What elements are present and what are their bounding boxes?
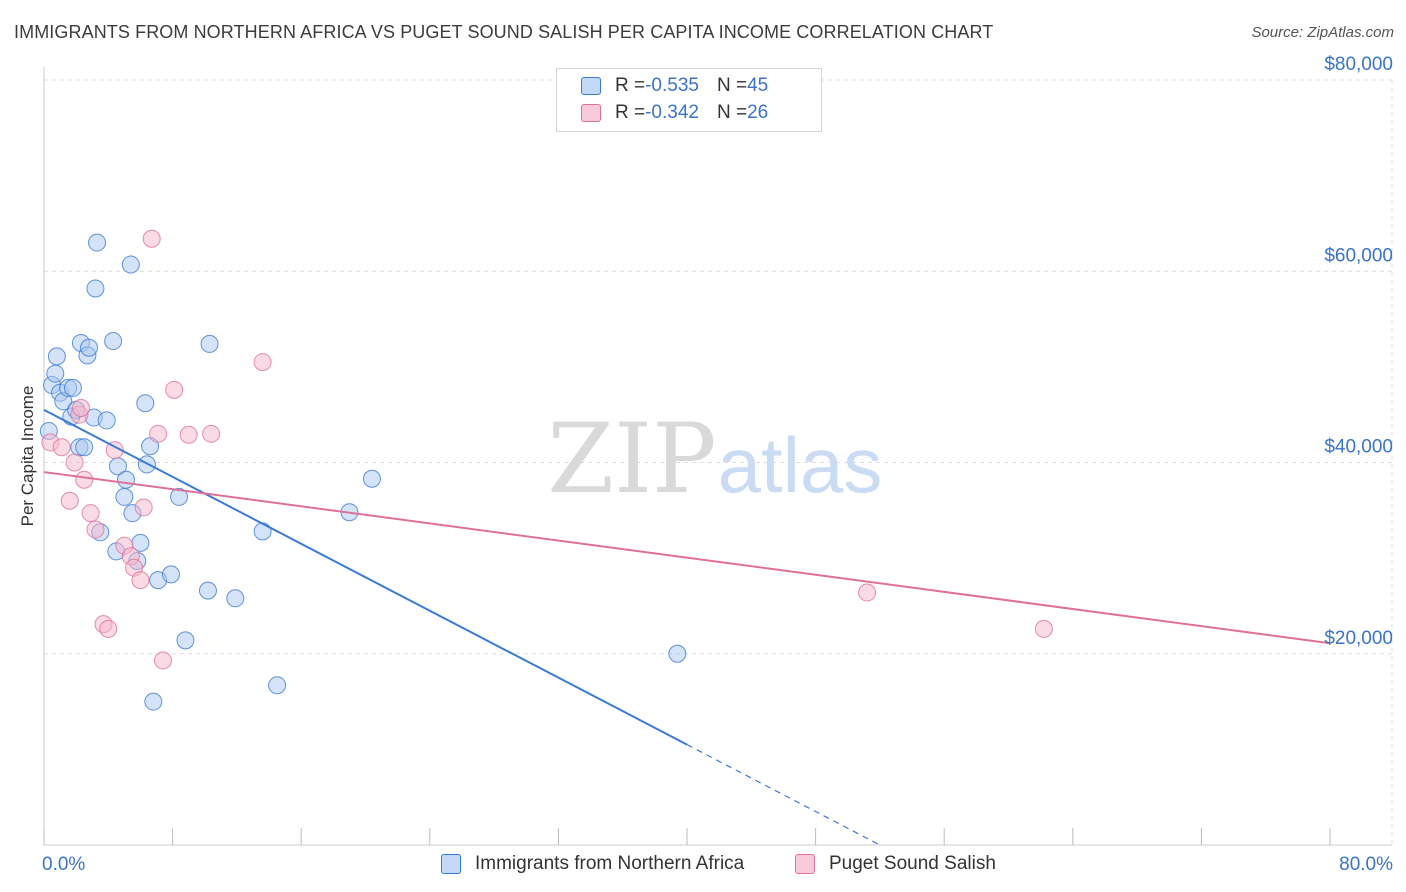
northern-africa-point — [226, 589, 245, 608]
x-tick-label-max: 80.0% — [1339, 854, 1393, 875]
northern-africa-point — [46, 364, 65, 383]
puget-sound-salish-point — [134, 498, 153, 517]
legend-label-northern-africa: Immigrants from Northern Africa — [475, 853, 745, 874]
blue-legend-swatch — [441, 854, 461, 874]
n-value-pink: 26 — [747, 102, 769, 123]
puget-sound-salish-point — [153, 651, 172, 670]
northern-africa-trendline — [43, 409, 688, 746]
watermark: ZIP atlas — [547, 403, 882, 515]
legend-item-puget-sound-salish: Puget Sound Salish — [795, 852, 996, 876]
northern-africa-point — [104, 332, 123, 351]
legend-item-northern-africa: Immigrants from Northern Africa — [441, 852, 744, 876]
y-tick-label: $40,000 — [1324, 437, 1393, 458]
y-tick-label: $60,000 — [1324, 245, 1393, 266]
axes — [43, 67, 1392, 846]
puget-sound-salish-point — [165, 380, 184, 399]
northern-africa-point — [63, 378, 82, 397]
puget-sound-salish-point — [71, 398, 90, 417]
y-tick-label: $20,000 — [1324, 628, 1393, 649]
puget-sound-salish-point — [99, 619, 118, 638]
puget-sound-salish-point — [253, 353, 272, 372]
northern-africa-point — [121, 255, 140, 274]
chart-title: IMMIGRANTS FROM NORTHERN AFRICA VS PUGET… — [14, 22, 994, 42]
northern-africa-point — [88, 233, 107, 252]
puget-sound-salish-point — [1034, 619, 1053, 638]
northern-africa-point — [75, 438, 94, 457]
northern-africa-point — [80, 338, 99, 357]
northern-africa-point — [47, 347, 66, 366]
northern-africa-point — [200, 334, 219, 353]
northern-africa-point — [97, 411, 116, 430]
puget-sound-salish-point — [60, 491, 79, 510]
northern-africa-point — [268, 676, 287, 695]
watermark-zip: ZIP — [547, 403, 716, 515]
r-value-blue: -0.535 — [645, 75, 699, 96]
northern-africa-point — [136, 394, 155, 413]
northern-africa-point — [144, 692, 163, 711]
puget-sound-salish-point — [202, 424, 221, 443]
y-tick-label: $80,000 — [1324, 54, 1393, 75]
r-label: R = — [615, 75, 646, 96]
northern-africa-point — [198, 581, 217, 600]
stats-legend: R = -0.535 N = 45 R = -0.342 N = 26 — [556, 68, 822, 132]
puget-sound-salish-point — [65, 453, 84, 472]
r-label: R = — [615, 102, 646, 123]
northern-africa-point — [362, 469, 381, 488]
r-value-pink: -0.342 — [645, 102, 699, 123]
puget-sound-salish-point — [52, 438, 71, 457]
pink-swatch — [581, 104, 601, 122]
puget-sound-salish-point — [858, 583, 877, 602]
puget-sound-salish-point — [179, 425, 198, 444]
watermark-atlas: atlas — [718, 421, 883, 509]
pink-legend-swatch — [795, 854, 815, 874]
northern-africa-point — [161, 565, 180, 584]
northern-africa-point — [668, 644, 687, 663]
source-label: Source: ZipAtlas.com — [1251, 24, 1394, 41]
legend-label-puget-sound-salish: Puget Sound Salish — [829, 853, 996, 874]
n-label: N = — [716, 102, 748, 123]
northern-africa-point — [116, 470, 135, 489]
northern-africa-trendline-extension — [686, 744, 881, 846]
northern-africa-point — [115, 487, 134, 506]
northern-africa-point — [170, 487, 189, 506]
puget-sound-salish-trendline — [43, 471, 1331, 645]
n-value-blue: 45 — [747, 75, 769, 96]
blue-swatch — [581, 77, 601, 95]
puget-sound-salish-point — [142, 229, 161, 248]
northern-africa-point — [86, 279, 105, 298]
n-label: N = — [716, 75, 748, 96]
puget-sound-salish-point — [149, 424, 168, 443]
x-tick-label-min: 0.0% — [42, 854, 85, 875]
puget-sound-salish-point — [86, 520, 105, 539]
northern-africa-point — [176, 631, 195, 650]
stats-legend-row-pink: R = -0.342 N = 26 — [581, 101, 768, 125]
northern-africa-point — [253, 522, 272, 541]
stats-legend-row-blue: R = -0.535 N = 45 — [581, 74, 768, 98]
puget-sound-salish-point — [81, 504, 100, 523]
puget-sound-salish-point — [75, 470, 94, 489]
puget-sound-salish-point — [131, 571, 150, 590]
